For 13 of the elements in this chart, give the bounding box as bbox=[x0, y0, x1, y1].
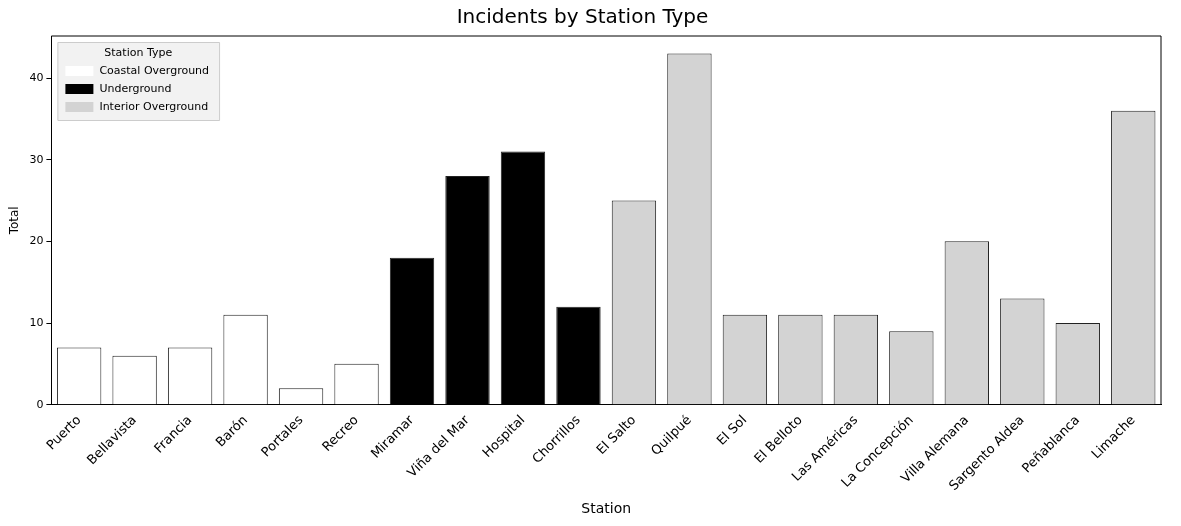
legend-label: Interior Overground bbox=[99, 99, 209, 113]
legend-label: Coastal Overground bbox=[99, 63, 210, 77]
x-axis-title: Station bbox=[581, 500, 632, 517]
y-tick-label: 20 bbox=[29, 234, 44, 248]
y-tick-label: 40 bbox=[29, 70, 44, 84]
y-tick-label: 30 bbox=[29, 152, 44, 166]
y-tick-label: 0 bbox=[36, 397, 44, 411]
y-tick-label: 10 bbox=[29, 315, 44, 329]
legend-title: Station Type bbox=[104, 45, 173, 59]
y-axis-title: Total bbox=[7, 206, 22, 236]
chart-title: Incidents by Station Type bbox=[456, 4, 709, 29]
x-tick-label: El Sol bbox=[713, 412, 750, 448]
legend-label: Underground bbox=[99, 81, 172, 95]
